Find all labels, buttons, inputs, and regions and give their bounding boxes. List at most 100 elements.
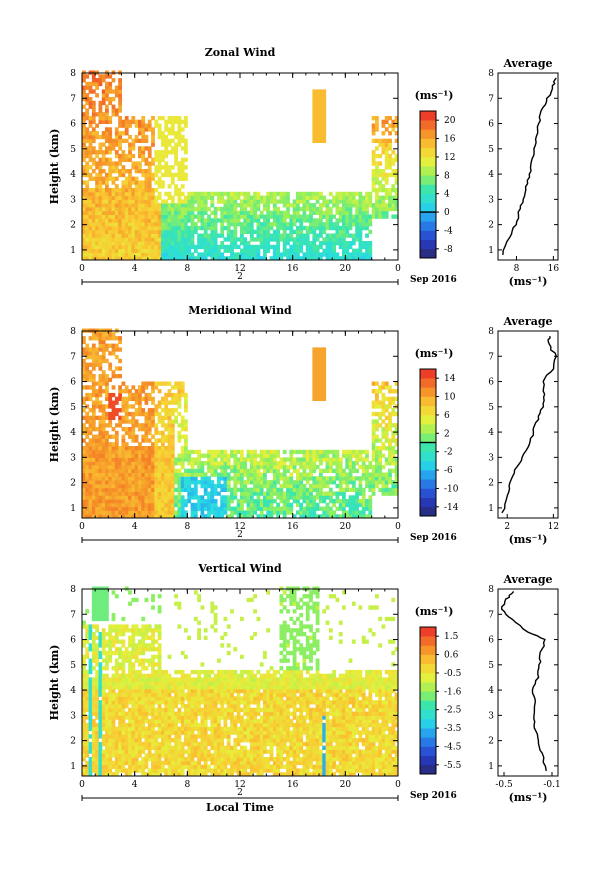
average-x-tick-label: 8	[514, 264, 520, 274]
heatmap-cell	[151, 442, 155, 447]
heatmap-cell	[328, 457, 333, 462]
heatmap-cell	[345, 480, 350, 485]
heatmap-cell	[98, 483, 103, 489]
colorbar-swatch	[420, 111, 436, 121]
heatmap-cell	[131, 415, 136, 420]
heatmap-cell	[134, 483, 139, 489]
heatmap-cell	[128, 191, 132, 197]
heatmap-cell	[184, 176, 188, 181]
heatmap-cell	[95, 161, 99, 166]
heatmap-cell	[240, 222, 244, 227]
heatmap-cell	[82, 768, 86, 773]
heatmap-cell	[348, 506, 353, 511]
heatmap-cell	[88, 392, 93, 398]
heatmap-cell	[184, 476, 188, 481]
heatmap-cell	[259, 499, 264, 504]
heatmap-cell	[128, 411, 132, 417]
heatmap-cell	[197, 210, 201, 215]
heatmap-cell	[134, 434, 139, 439]
heatmap-cell	[111, 730, 116, 735]
heatmap-cell	[157, 510, 162, 515]
heatmap-cell	[101, 134, 106, 140]
heatmap-cell	[299, 229, 304, 234]
heatmap-cell	[101, 707, 106, 713]
colorbar-swatch	[420, 166, 436, 176]
heatmap-cell	[141, 188, 146, 193]
heatmap-cell	[226, 256, 231, 261]
heatmap-cell	[272, 461, 277, 466]
heatmap-cell	[114, 210, 119, 215]
heatmap-cell	[240, 483, 244, 489]
heatmap-cell	[88, 449, 93, 455]
heatmap-cell	[332, 510, 336, 515]
heatmap-cell	[138, 487, 142, 492]
heatmap-cell	[223, 495, 228, 500]
heatmap-cell	[381, 210, 386, 215]
heatmap-cell	[118, 719, 122, 724]
heatmap-cell	[253, 483, 257, 489]
heatmap-cell	[213, 483, 218, 489]
heatmap-cell	[187, 468, 192, 473]
heatmap-cell	[193, 256, 198, 261]
heatmap-cell	[223, 487, 228, 492]
heatmap-cell	[161, 222, 165, 227]
day-label: 2	[237, 272, 243, 282]
heatmap-cell	[121, 468, 126, 473]
heatmap-cell	[197, 468, 201, 473]
heatmap-cell	[394, 487, 399, 492]
heatmap-cell	[286, 491, 290, 496]
heatmap-cell	[121, 427, 126, 432]
heatmap-cell	[108, 628, 113, 633]
colorbar-swatch	[420, 156, 436, 167]
colorbar-swatch	[420, 175, 436, 185]
heatmap-cell	[348, 241, 353, 246]
heatmap-cell	[315, 244, 320, 250]
heatmap-cell	[105, 609, 109, 614]
heatmap-cell	[276, 206, 280, 212]
heatmap-cell	[246, 256, 251, 261]
heatmap-cell	[88, 662, 93, 667]
heatmap-cell	[384, 491, 389, 496]
heatmap-cell	[91, 112, 96, 117]
heatmap-cell	[259, 222, 264, 227]
heatmap-cell	[226, 229, 231, 234]
heatmap-cell	[312, 218, 317, 223]
heatmap-cell	[131, 195, 136, 200]
heatmap-cell	[180, 172, 185, 178]
heatmap-cell	[111, 446, 116, 451]
heatmap-cell	[279, 495, 284, 500]
heatmap-cell	[85, 131, 90, 136]
heatmap-cell	[253, 464, 257, 470]
heatmap-cell	[319, 514, 323, 519]
heatmap-cell	[302, 506, 307, 511]
heatmap-cell	[226, 214, 231, 219]
heatmap-cell	[391, 400, 396, 405]
heatmap-cell	[174, 385, 178, 390]
heatmap-cell	[114, 696, 119, 701]
heatmap-cell	[138, 400, 142, 405]
heatmap-cell	[118, 172, 122, 178]
heatmap-cell	[101, 468, 106, 473]
heatmap-cell	[322, 252, 327, 257]
heatmap-cell	[223, 199, 228, 204]
heatmap-cell	[91, 138, 96, 143]
heatmap-cell	[95, 476, 99, 481]
heatmap-cell	[108, 722, 113, 728]
heatmap-cell	[246, 453, 251, 458]
heatmap-cell	[309, 506, 313, 511]
heatmap-cell	[114, 134, 119, 140]
heatmap-cell	[388, 400, 392, 405]
heatmap-cell	[114, 127, 119, 132]
heatmap-cell	[114, 510, 119, 515]
heatmap-cell	[299, 464, 304, 470]
heatmap-cell	[312, 241, 317, 246]
heatmap-cell	[180, 210, 185, 215]
heatmap-cell	[88, 203, 93, 208]
heatmap-cell	[263, 214, 267, 219]
heatmap-cell	[124, 411, 129, 417]
heatmap-cell	[282, 472, 287, 477]
heatmap-cell	[378, 153, 383, 159]
heatmap-cell	[121, 184, 126, 189]
heatmap-cell	[305, 480, 310, 485]
heatmap-cell	[167, 411, 172, 417]
